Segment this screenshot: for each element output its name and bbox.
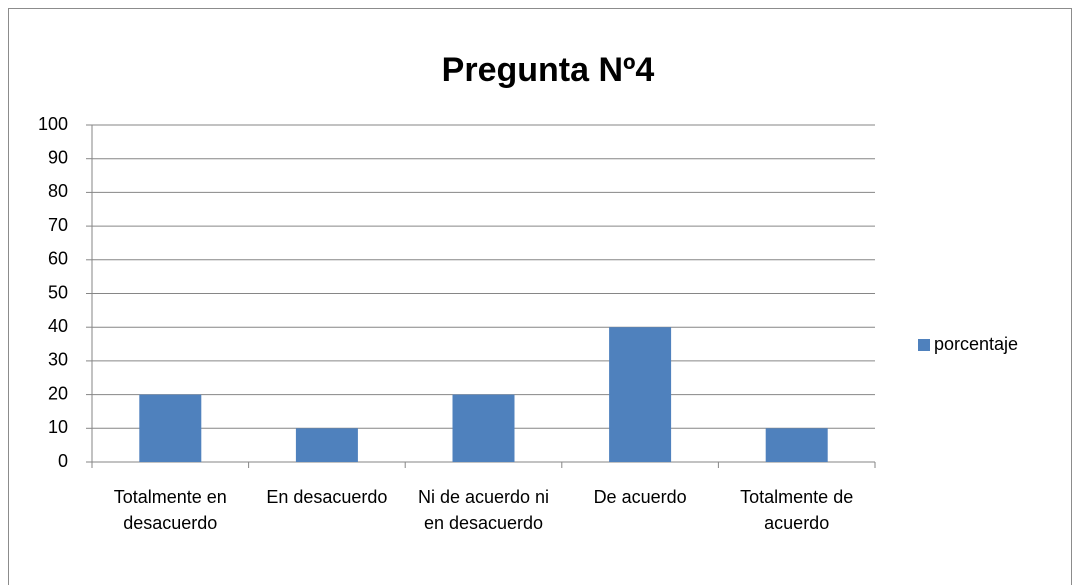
y-tick-label: 40 [48,316,68,336]
chart-border [8,8,1072,585]
y-tick-label: 100 [38,114,68,134]
legend-label: porcentaje [934,334,1018,354]
x-tick-label: En desacuerdo [266,487,388,507]
bar [609,327,672,462]
x-tick-label: De acuerdo [593,487,687,507]
legend-swatch [918,339,930,351]
y-tick-label: 30 [48,350,68,370]
bar [765,428,828,462]
y-tick-label: 10 [48,417,68,437]
bar [139,394,202,462]
bar [452,394,515,462]
y-tick-label: 0 [58,451,68,471]
chart-title: Pregunta Nº4 [442,51,655,89]
y-tick-label: 60 [48,249,68,269]
y-tick-label: 70 [48,215,68,235]
x-tick-label: Ni de acuerdo ni en desacuerdo [417,487,550,533]
y-tick-label: 20 [48,383,68,403]
y-tick-label: 90 [48,147,68,167]
x-tick-label: Totalmente de acuerdo [740,487,854,533]
x-tick-label: Totalmente en desacuerdo [113,487,227,533]
bar [295,428,358,462]
y-tick-label: 80 [48,181,68,201]
y-tick-label: 50 [48,282,68,302]
